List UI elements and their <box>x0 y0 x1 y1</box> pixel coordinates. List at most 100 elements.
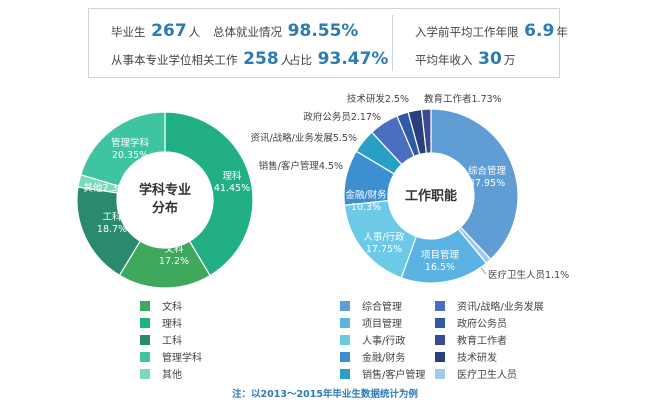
legend-function-b-item-0: 资讯/战略/业务发展 <box>435 298 544 313</box>
stat-related-work: 从事本专业学位相关工作 258 人 <box>111 49 292 69</box>
chart1-label-name-1: 文科 <box>164 243 184 255</box>
legend-function-b-label-3: 技术研发 <box>457 353 497 364</box>
chart1-title-line1: 学科专业 <box>139 182 191 198</box>
chart2-label-name-2: 项目管理 <box>421 249 460 261</box>
income-unit: 万 <box>503 53 516 67</box>
chart1-label-name-4: 管理学科 <box>111 137 150 149</box>
legend-function-a-item-2: 人事/行政 <box>340 332 405 347</box>
legend-function-b-swatch-2 <box>435 334 445 345</box>
chart1-label-value-0: 41.45% <box>214 183 250 194</box>
legend-major-item-2: 工科 <box>140 332 182 347</box>
work-years-unit: 年 <box>556 25 568 39</box>
chart2-slice-0 <box>430 108 519 261</box>
chart2-label-name-4: 金融/财务 <box>345 189 387 201</box>
legend-function-b-label-2: 教育工作者 <box>457 336 507 347</box>
legend-function-a-label-4: 销售/客户管理 <box>362 370 426 381</box>
chart2-label-name-0: 综合管理 <box>468 165 507 177</box>
graduates-value: 267 <box>151 21 187 41</box>
ratio-label: 占比 <box>289 53 312 67</box>
stats-divider <box>392 15 393 71</box>
chart2-label-name-3: 人事/行政 <box>363 231 405 243</box>
legend-function-b-item-1: 政府公务员 <box>435 315 507 330</box>
employment-value: 98.55% <box>287 21 359 41</box>
chart2-label-8: 技术研发2.5% <box>347 93 409 105</box>
legend-major-swatch-0 <box>140 300 150 311</box>
legend-function-a-item-4: 销售/客户管理 <box>340 366 425 381</box>
chart2-label-value-3: 17.75% <box>366 244 402 255</box>
legend-major-item-0: 文科 <box>140 298 182 313</box>
legend-function-a-label-2: 人事/行政 <box>362 336 406 347</box>
legend-function-a-swatch-1 <box>340 317 350 328</box>
legend-major-swatch-3 <box>140 351 150 362</box>
chart2-label-1: 医疗卫生人员1.1% <box>488 269 569 281</box>
stat-employment: 总体就业情况 98.55% <box>213 21 360 41</box>
legend-function-a-swatch-0 <box>340 300 350 311</box>
chart2-label-7: 政府公务员2.17% <box>303 111 381 123</box>
legend-function-b-item-3: 技术研发 <box>435 349 497 364</box>
legend-function-b-swatch-3 <box>435 351 445 362</box>
chart1-label-value-1: 17.2% <box>159 256 189 267</box>
stat-ratio: 占比 93.47% <box>289 49 390 69</box>
legend-function-b-swatch-4 <box>435 368 445 379</box>
related-label: 从事本专业学位相关工作 <box>111 53 238 67</box>
related-unit: 人 <box>280 53 293 67</box>
legend-function-a-swatch-3 <box>340 351 350 362</box>
legend-major-label-2: 工科 <box>162 336 182 347</box>
stat-graduates: 毕业生 267 人 <box>111 21 200 41</box>
legend-function-b-item-4: 医疗卫生人员 <box>435 366 517 381</box>
legend-function-b-swatch-1 <box>435 317 445 328</box>
legend-major-label-0: 文科 <box>162 302 182 313</box>
chart1-label-name-0: 理科 <box>222 170 242 182</box>
legend-function-b-swatch-0 <box>435 300 445 311</box>
legend-major-swatch-4 <box>140 368 150 379</box>
work-years-label: 入学前平均工作年限 <box>415 25 519 39</box>
legend-function-a-item-0: 综合管理 <box>340 298 402 313</box>
legend-function-b-label-4: 医疗卫生人员 <box>457 370 517 381</box>
legend-major-item-1: 理科 <box>140 315 182 330</box>
legend-function-b-item-2: 教育工作者 <box>435 332 507 347</box>
chart2-label-value-0: 37.95% <box>469 178 505 189</box>
income-label: 平均年收入 <box>415 53 473 67</box>
legend-function-a-label-3: 金融/财务 <box>362 353 406 364</box>
chart2-label-6: 资讯/战略/业务发展5.5% <box>250 132 357 144</box>
work-years-value: 6.9 <box>524 21 555 41</box>
legend-major-label-3: 管理学科 <box>162 353 202 364</box>
legend-major-label-4: 其他 <box>162 370 182 381</box>
employment-label: 总体就业情况 <box>213 25 282 39</box>
stat-income: 平均年收入 30 万 <box>415 49 515 69</box>
legend-function-a-label-1: 项目管理 <box>362 319 402 330</box>
legend-function-b-label-0: 资讯/战略/业务发展 <box>457 302 544 313</box>
income-value: 30 <box>478 49 502 69</box>
legend-function-a-swatch-4 <box>340 368 350 379</box>
stats-panel: 毕业生 267 人 总体就业情况 98.55% 从事本专业学位相关工作 258 人 … <box>88 8 568 78</box>
legend-major-label-1: 理科 <box>162 319 182 330</box>
chart1-label-value-2: 18.7% <box>97 224 127 235</box>
chart2-title: 工作职能 <box>405 188 457 204</box>
chart2-leader-1 <box>480 267 487 275</box>
graduates-label: 毕业生 <box>111 25 146 39</box>
chart2-label-value-2: 16.5% <box>425 262 455 273</box>
legend-major-item-3: 管理学科 <box>140 349 202 364</box>
ratio-value: 93.47% <box>317 49 389 69</box>
legend-function-b-label-1: 政府公务员 <box>457 319 507 330</box>
legend-major-item-4: 其他 <box>140 366 182 381</box>
related-value: 258 <box>243 49 279 69</box>
legend-function-a-swatch-2 <box>340 334 350 345</box>
stat-work-years: 入学前平均工作年限 6.9 年 <box>415 21 568 41</box>
legend-function-a-item-1: 项目管理 <box>340 315 402 330</box>
chart1-slice-0 <box>164 111 254 277</box>
chart2-label-9: 教育工作者1.73% <box>424 93 502 105</box>
legend-major-swatch-1 <box>140 317 150 328</box>
chart1-label-value-4: 20.35% <box>112 150 148 161</box>
chart1-label-3: 其他2.3% <box>83 182 126 194</box>
chart2-slice-9 <box>420 108 432 154</box>
chart2-label-5: 销售/客户管理4.5% <box>259 160 343 172</box>
chart2-label-value-4: 10.3% <box>351 202 381 213</box>
chart1-slice-4 <box>79 111 166 187</box>
footnote: 注：以2013～2015年毕业生数据统计为例 <box>232 389 418 400</box>
legend-major-swatch-2 <box>140 334 150 345</box>
chart1-title-line2: 分布 <box>152 200 178 216</box>
graduates-unit: 人 <box>188 25 201 39</box>
legend-function-a-label-0: 综合管理 <box>362 302 402 313</box>
